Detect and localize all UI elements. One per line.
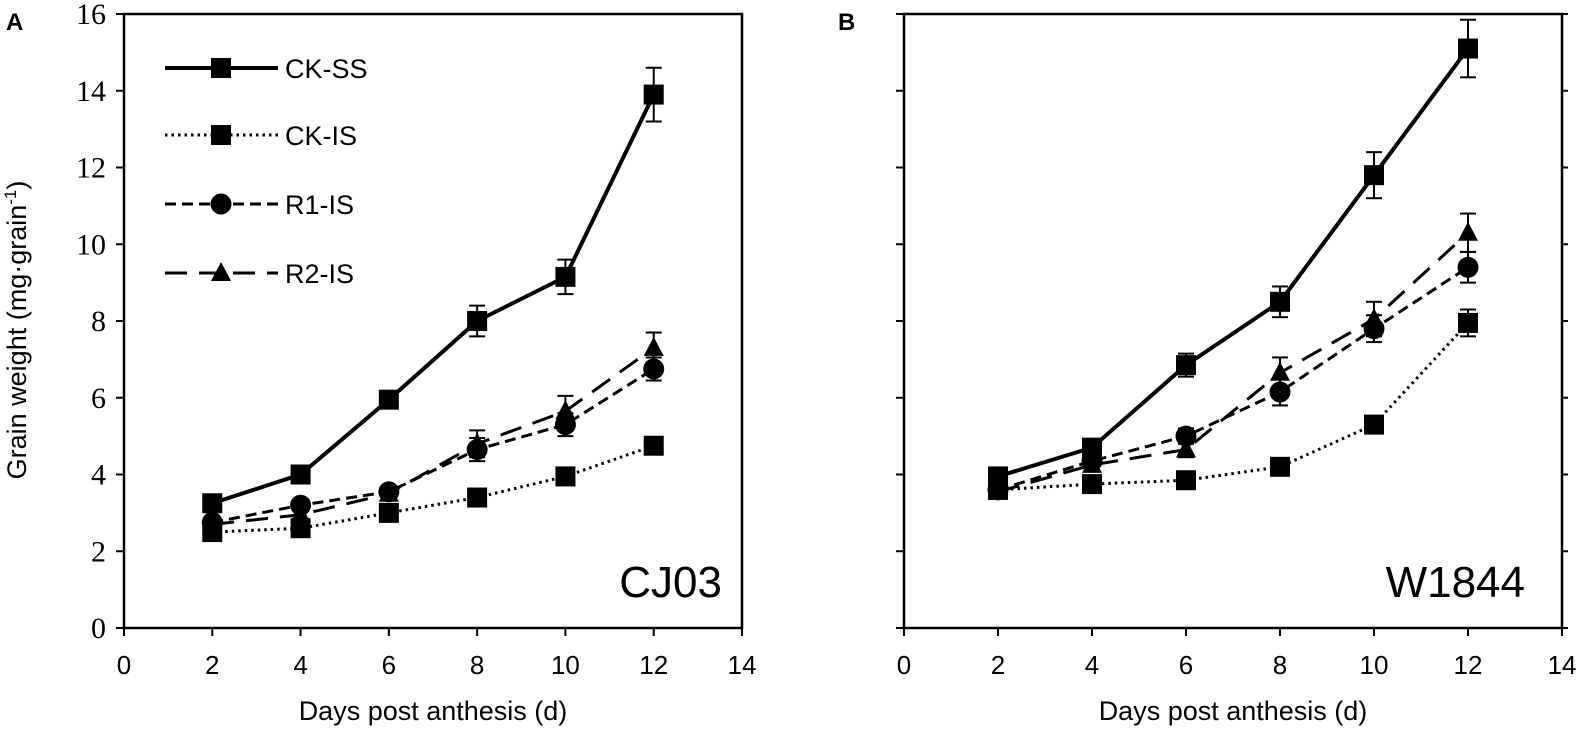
x-tick-label: 2 bbox=[205, 650, 219, 680]
data-point bbox=[1082, 453, 1102, 473]
x-axis-title: Days post anthesis (d) bbox=[299, 696, 568, 726]
panel-b: 0 2 4 6 8 10 12 14 Days post anthesis (d) B W1844 bbox=[838, 9, 1576, 726]
x-axis-title: Days post anthesis (d) bbox=[1099, 696, 1368, 726]
legend-label: R1-IS bbox=[285, 190, 354, 220]
series-ck-ss bbox=[202, 66, 664, 514]
legend-label: R2-IS bbox=[285, 259, 354, 289]
x-tick-label: 6 bbox=[1179, 650, 1193, 680]
data-point bbox=[1364, 165, 1384, 186]
y-axis-title: Grain weight (mg·grain-1) bbox=[1, 181, 32, 480]
data-point bbox=[467, 487, 488, 508]
series-line bbox=[212, 444, 655, 534]
series-line bbox=[997, 321, 1470, 492]
series-line bbox=[997, 266, 1469, 492]
x-tick-label: 8 bbox=[1273, 650, 1287, 680]
data-point bbox=[1270, 361, 1290, 381]
series-r2-is bbox=[988, 212, 1478, 500]
y-tick-label: 0 bbox=[91, 612, 106, 645]
x-tick-label: 2 bbox=[991, 650, 1005, 680]
series-line bbox=[997, 47, 1470, 479]
x-tick-label: 12 bbox=[639, 650, 668, 680]
data-point bbox=[290, 518, 311, 539]
series-line bbox=[212, 346, 655, 526]
data-point bbox=[378, 482, 399, 502]
y-tick-label: 4 bbox=[91, 459, 106, 492]
data-point bbox=[1364, 414, 1384, 435]
data-point bbox=[555, 466, 576, 487]
data-point bbox=[1458, 38, 1478, 59]
panel-letter: B bbox=[838, 9, 855, 36]
x-tick-label: 8 bbox=[470, 650, 484, 680]
x-tick-label: 14 bbox=[1548, 650, 1577, 680]
data-point bbox=[378, 502, 399, 523]
data-point bbox=[643, 84, 664, 105]
data-point bbox=[1176, 438, 1196, 458]
data-point bbox=[378, 389, 399, 410]
y-axis-title-superscript: -1 bbox=[1, 190, 20, 205]
panel-letter: A bbox=[6, 9, 23, 36]
x-tick-label: 10 bbox=[551, 650, 580, 680]
chart-panels: 0 2 4 6 8 10 12 14 16 0 2 4 6 8 10 12 14 Days post anthes… bbox=[6, 0, 1576, 726]
y-tick-label: 6 bbox=[91, 382, 106, 415]
data-point bbox=[988, 480, 1008, 500]
y-tick-label: 2 bbox=[91, 535, 106, 568]
panel-a: 0 2 4 6 8 10 12 14 16 0 2 4 6 8 10 12 14 Days post anthes… bbox=[6, 0, 756, 726]
data-point bbox=[1270, 291, 1290, 312]
x-tick-label: 0 bbox=[117, 650, 131, 680]
series-r1-is bbox=[987, 250, 1479, 501]
data-point bbox=[1176, 355, 1196, 376]
cultivar-label: W1844 bbox=[1386, 558, 1525, 607]
series-ck-is bbox=[202, 435, 664, 543]
x-tick-label: 6 bbox=[382, 650, 396, 680]
data-point bbox=[643, 336, 664, 356]
data-point bbox=[202, 513, 223, 533]
series-line bbox=[211, 93, 656, 506]
series-r2-is bbox=[202, 331, 664, 533]
x-tick-label: 4 bbox=[293, 650, 307, 680]
x-tick-label: 0 bbox=[897, 650, 911, 680]
data-point bbox=[1458, 312, 1478, 333]
y-tick-label: 12 bbox=[76, 152, 106, 185]
data-point bbox=[202, 493, 223, 514]
x-tick-label: 4 bbox=[1085, 650, 1099, 680]
series-ck-ss bbox=[988, 18, 1478, 487]
data-point bbox=[555, 400, 576, 420]
data-point bbox=[1270, 456, 1290, 477]
data-point bbox=[467, 432, 488, 452]
data-point bbox=[643, 435, 664, 456]
legend-marker bbox=[211, 58, 231, 78]
data-point bbox=[467, 311, 488, 331]
legend-marker bbox=[210, 193, 232, 215]
legend-marker bbox=[211, 262, 231, 281]
data-point bbox=[290, 503, 311, 523]
series-line bbox=[211, 367, 655, 524]
series-line bbox=[997, 231, 1470, 494]
y-axis-title-text: Grain weight (mg·grain bbox=[2, 205, 32, 480]
y-axis-title-close: ) bbox=[2, 181, 32, 190]
legend: CK-SS CK-IS R1-IS R2-IS bbox=[165, 54, 368, 289]
data-point bbox=[1457, 256, 1479, 278]
legend-marker bbox=[211, 125, 231, 145]
legend-label: CK-IS bbox=[285, 121, 357, 151]
y-tick-label: 8 bbox=[91, 305, 106, 338]
data-point bbox=[290, 464, 311, 485]
y-tick-label: 16 bbox=[76, 0, 106, 31]
x-tick-label: 12 bbox=[1454, 650, 1483, 680]
data-point bbox=[555, 266, 576, 287]
y-tick-label: 14 bbox=[76, 75, 106, 108]
data-point bbox=[1269, 381, 1291, 403]
data-point bbox=[1082, 474, 1102, 495]
data-point bbox=[1458, 221, 1478, 241]
series-ck-is bbox=[988, 308, 1478, 500]
legend-label: CK-SS bbox=[285, 54, 368, 84]
y-tick-label: 10 bbox=[76, 228, 106, 261]
data-point bbox=[1364, 308, 1384, 328]
x-tick-label: 10 bbox=[1360, 650, 1389, 680]
x-tick-label: 14 bbox=[728, 650, 757, 680]
cultivar-label: CJ03 bbox=[619, 558, 722, 607]
data-point bbox=[1176, 470, 1196, 491]
